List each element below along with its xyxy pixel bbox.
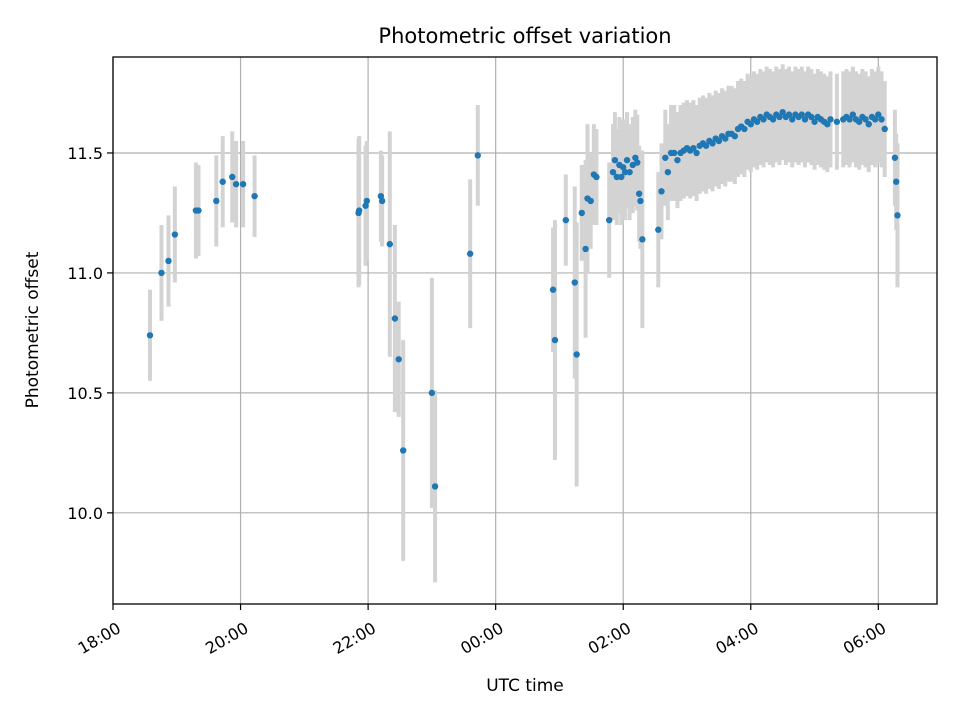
data-point [776,113,783,121]
data-point [355,207,363,214]
data-point [239,180,247,188]
data-point [798,111,805,118]
data-point [573,351,580,358]
data-point [229,173,236,181]
data-point [662,154,669,161]
y-tick-label: 10.5 [67,384,103,403]
data-point [741,125,748,133]
data-point [377,192,385,200]
data-point [808,113,815,121]
data-point [621,168,629,176]
data-point [779,108,786,116]
data-point [609,168,617,176]
data-point [722,135,729,142]
data-point [871,116,879,123]
data-point [171,231,179,238]
data-point [428,389,436,397]
data-point [219,178,226,185]
data-point [623,156,631,164]
data-point [620,164,627,171]
data-point [709,140,716,147]
data-point [551,336,559,344]
data-point [846,116,853,123]
chart-title: Photometric offset variation [378,24,671,48]
data-point [827,116,834,123]
data-point [626,168,633,176]
data-point [655,226,662,233]
data-point [158,269,165,277]
data-point [578,209,585,217]
data-point [618,173,625,181]
data-point [362,202,369,209]
data-point [632,154,639,161]
data-point [639,236,646,243]
data-point [892,178,900,185]
data-point [549,286,557,293]
data-point [391,315,399,322]
data-point [801,116,809,123]
data-point [363,197,371,205]
data-point [165,257,172,265]
data-point [195,207,202,214]
data-point [664,168,672,176]
data-point [562,216,570,224]
data-point [378,197,386,205]
data-point [637,197,644,205]
data-point [865,120,872,128]
data-point [571,279,578,286]
data-point [466,250,474,257]
data-point [146,332,154,339]
data-point [611,156,619,164]
data-point [811,118,818,125]
data-point [715,137,723,145]
data-point [605,216,613,224]
data-point [593,173,600,181]
data-point [753,118,761,125]
data-point [769,116,777,123]
data-point [634,159,641,166]
data-point [785,111,793,118]
y-tick-label: 10.0 [67,504,103,523]
data-point [399,447,407,454]
data-point [693,149,700,157]
data-point [878,116,885,123]
data-point [213,197,220,205]
data-point [587,197,594,205]
data-point [833,118,841,125]
plot-frame [112,56,938,605]
data-point [671,149,678,157]
data-point [582,245,589,253]
data-point [881,125,888,133]
data-point [760,116,767,123]
data-point [474,152,482,159]
data-point [824,120,831,128]
data-point [395,356,402,363]
data-point [635,190,643,197]
data-point [613,173,621,181]
x-axis-label: UTC time [486,676,564,696]
data-point [431,483,439,490]
data-point [232,180,240,188]
data-point [891,154,899,161]
data-point [894,212,901,219]
data-point [875,111,882,118]
data-point [690,144,697,152]
data-point [702,142,710,149]
data-point [658,188,665,195]
y-tick-label: 11.5 [67,144,103,163]
data-point [855,118,863,125]
data-point [674,156,681,164]
y-tick-label: 11.0 [67,264,103,283]
data-point [386,240,393,248]
point-layer [146,108,901,490]
data-point [731,132,739,140]
data-point [849,111,857,118]
data-point [789,116,796,123]
data-point [251,192,258,200]
data-point [747,120,754,128]
y-axis-label: Photometric offset [23,251,43,408]
data-point [862,116,869,123]
